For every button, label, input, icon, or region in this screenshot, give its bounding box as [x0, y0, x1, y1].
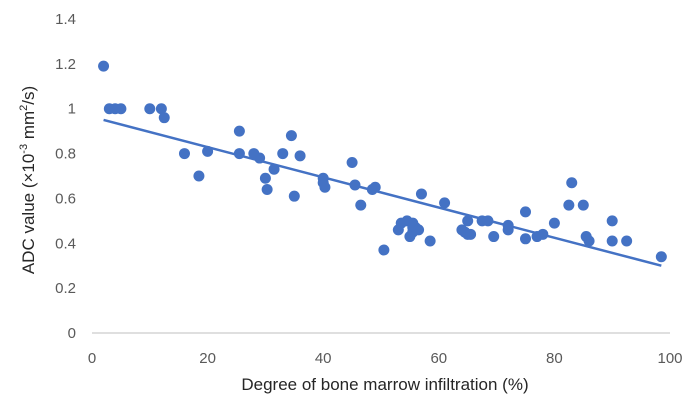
data-point — [98, 60, 110, 72]
x-axis-tick-labels: 0 20 40 60 80 100 — [88, 350, 683, 367]
x-tick-label: 0 — [88, 350, 96, 367]
data-point — [621, 235, 633, 247]
data-point — [178, 148, 190, 160]
data-point — [378, 244, 390, 256]
y-tick-label: 0.8 — [55, 146, 76, 163]
data-point — [563, 199, 575, 211]
data-point — [115, 103, 127, 115]
y-tick-label: 1.2 — [55, 56, 76, 73]
y-axis-title-exp1: -3 — [18, 144, 30, 154]
y-tick-label: 1 — [68, 101, 76, 118]
y-axis-title: ADC value (×10-3 mm2/s) — [18, 86, 38, 274]
x-tick-label: 100 — [657, 350, 682, 367]
data-point — [233, 148, 245, 160]
trendline — [103, 118, 662, 267]
data-point — [548, 217, 560, 229]
data-point — [439, 197, 451, 209]
data-point — [566, 177, 578, 189]
data-point — [285, 130, 297, 142]
y-axis-title-prefix: ADC value (×10 — [19, 154, 38, 274]
data-point — [655, 251, 667, 263]
data-point — [233, 125, 245, 137]
data-point — [355, 199, 367, 211]
data-point — [583, 235, 595, 247]
data-point — [462, 215, 474, 227]
y-axis-title-exp2: 2 — [18, 105, 30, 111]
x-tick-label: 20 — [199, 350, 216, 367]
data-point — [537, 228, 549, 240]
data-point — [606, 235, 618, 247]
trendline-group — [103, 118, 662, 267]
data-point — [577, 199, 589, 211]
x-axis-title: Degree of bone marrow infiltration (%) — [241, 375, 528, 394]
y-tick-label: 0.2 — [55, 280, 76, 297]
data-point — [349, 179, 361, 191]
data-point — [277, 148, 289, 160]
y-tick-label: 0.4 — [55, 235, 76, 252]
data-point — [319, 181, 331, 193]
data-point — [144, 103, 156, 115]
data-point — [202, 145, 214, 157]
data-point — [482, 215, 494, 227]
data-point — [415, 188, 427, 200]
data-point — [268, 163, 280, 175]
data-point — [488, 231, 500, 243]
data-point — [254, 152, 266, 164]
data-point — [346, 157, 358, 169]
y-tick-label: 0 — [68, 325, 76, 342]
data-point — [158, 112, 170, 124]
data-point — [155, 103, 167, 115]
y-tick-label: 1.4 — [55, 11, 76, 28]
data-point — [261, 183, 273, 195]
data-point — [294, 150, 306, 162]
x-tick-label: 80 — [546, 350, 563, 367]
y-axis-tick-labels: 0 0.2 0.4 0.6 0.8 1 1.2 1.4 — [55, 11, 76, 342]
y-axis-title-mid: mm — [19, 111, 38, 144]
data-point — [502, 224, 514, 236]
data-point — [413, 224, 425, 236]
data-point — [424, 235, 436, 247]
x-tick-label: 60 — [430, 350, 447, 367]
y-axis-title-suffix: /s) — [19, 86, 38, 105]
x-tick-label: 40 — [315, 350, 332, 367]
data-point — [520, 233, 531, 245]
data-point — [606, 215, 618, 227]
data-point — [288, 190, 300, 202]
y-tick-label: 0.6 — [55, 190, 76, 207]
data-point — [193, 170, 205, 182]
data-point — [520, 206, 531, 218]
data-points — [98, 60, 667, 263]
data-point — [259, 172, 271, 184]
data-point — [369, 181, 381, 193]
data-point — [465, 228, 477, 240]
